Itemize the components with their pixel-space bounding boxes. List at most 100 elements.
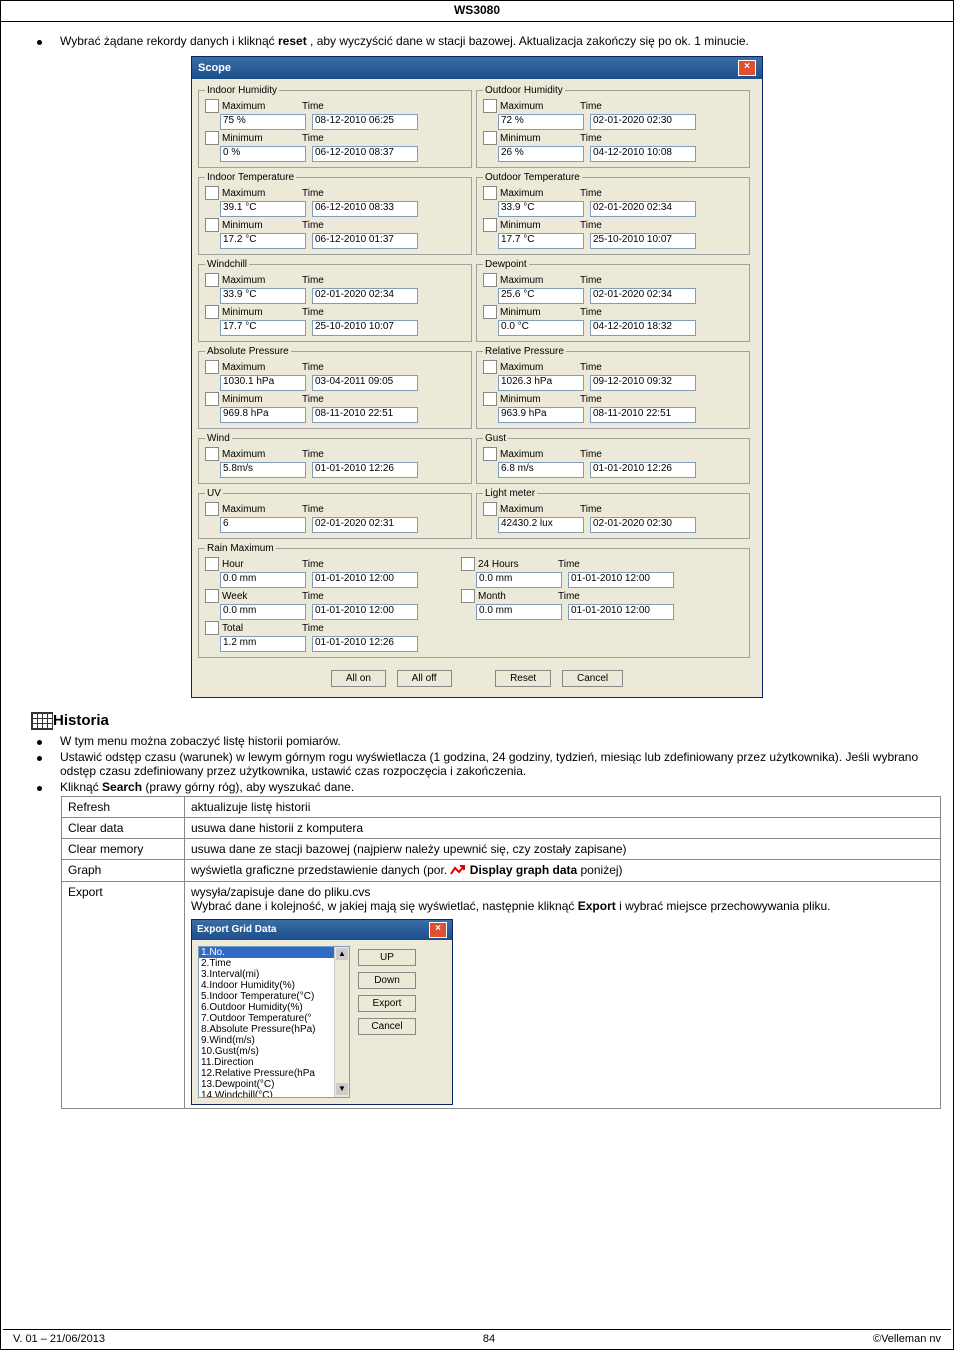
list-item[interactable]: 2.Time xyxy=(199,958,349,969)
scroll-up-icon[interactable]: ▲ xyxy=(336,948,348,960)
min-input[interactable]: 17.2 °C xyxy=(220,233,306,249)
time-input[interactable]: 08-11-2010 22:51 xyxy=(312,407,418,423)
time-input[interactable]: 06-12-2010 08:33 xyxy=(312,201,418,217)
scrollbar[interactable]: ▲ ▼ xyxy=(334,947,349,1097)
checkbox[interactable] xyxy=(205,392,219,406)
time-input[interactable]: 01-01-2010 12:26 xyxy=(312,462,418,478)
time-input[interactable]: 01-01-2010 12:00 xyxy=(568,572,674,588)
checkbox[interactable] xyxy=(461,589,475,603)
max-input[interactable]: 25.6 °C xyxy=(498,288,584,304)
max-input[interactable]: 75 % xyxy=(220,114,306,130)
list-item[interactable]: 7.Outdoor Temperature(° xyxy=(199,1013,349,1024)
time-input[interactable]: 01-01-2010 12:00 xyxy=(312,572,418,588)
allon-button[interactable]: All on xyxy=(331,670,386,687)
time-input[interactable]: 04-12-2010 18:32 xyxy=(590,320,696,336)
list-item[interactable]: 1.No. xyxy=(199,947,349,958)
checkbox[interactable] xyxy=(205,131,219,145)
checkbox[interactable] xyxy=(205,589,219,603)
checkbox[interactable] xyxy=(483,305,497,319)
checkbox[interactable] xyxy=(205,99,219,113)
export-listbox[interactable]: 1.No.2.Time3.Interval(mi)4.Indoor Humidi… xyxy=(198,946,350,1098)
time-input[interactable]: 25-10-2010 10:07 xyxy=(590,233,696,249)
checkbox[interactable] xyxy=(483,99,497,113)
checkbox[interactable] xyxy=(483,218,497,232)
time-input[interactable]: 02-01-2020 02:34 xyxy=(590,201,696,217)
list-item[interactable]: 5.Indoor Temperature(°C) xyxy=(199,991,349,1002)
down-button[interactable]: Down xyxy=(358,972,416,989)
checkbox[interactable] xyxy=(483,186,497,200)
time-input[interactable]: 03-04-2011 09:05 xyxy=(312,375,418,391)
checkbox[interactable] xyxy=(205,621,219,635)
time-input[interactable]: 04-12-2010 10:08 xyxy=(590,146,696,162)
max-input[interactable]: 42430.2 lux xyxy=(498,517,584,533)
max-input[interactable]: 72 % xyxy=(498,114,584,130)
min-input[interactable]: 0 % xyxy=(220,146,306,162)
list-item[interactable]: 10.Gust(m/s) xyxy=(199,1046,349,1057)
min-input[interactable]: 17.7 °C xyxy=(220,320,306,336)
time-input[interactable]: 02-01-2020 02:30 xyxy=(590,114,696,130)
time-input[interactable]: 02-01-2020 02:34 xyxy=(312,288,418,304)
time-input[interactable]: 06-12-2010 01:37 xyxy=(312,233,418,249)
max-input[interactable]: 6.8 m/s xyxy=(498,462,584,478)
checkbox[interactable] xyxy=(483,447,497,461)
max-input[interactable]: 33.9 °C xyxy=(498,201,584,217)
time-input[interactable]: 08-12-2010 06:25 xyxy=(312,114,418,130)
min-input[interactable]: 969.8 hPa xyxy=(220,407,306,423)
time-input[interactable]: 06-12-2010 08:37 xyxy=(312,146,418,162)
scroll-down-icon[interactable]: ▼ xyxy=(336,1083,348,1095)
checkbox[interactable] xyxy=(205,447,219,461)
min-input[interactable]: 26 % xyxy=(498,146,584,162)
time-input[interactable]: 08-11-2010 22:51 xyxy=(590,407,696,423)
reset-button[interactable]: Reset xyxy=(495,670,551,687)
list-item[interactable]: 4.Indoor Humidity(%) xyxy=(199,980,349,991)
checkbox[interactable] xyxy=(205,218,219,232)
checkbox[interactable] xyxy=(483,502,497,516)
list-item[interactable]: 8.Absolute Pressure(hPa) xyxy=(199,1024,349,1035)
time-input[interactable]: 01-01-2010 12:26 xyxy=(312,636,418,652)
time-input[interactable]: 01-01-2010 12:00 xyxy=(312,604,418,620)
list-item[interactable]: 6.Outdoor Humidity(%) xyxy=(199,1002,349,1013)
h24-input[interactable]: 0.0 mm xyxy=(476,572,562,588)
list-item[interactable]: 13.Dewpoint(°C) xyxy=(199,1079,349,1090)
checkbox[interactable] xyxy=(205,360,219,374)
min-input[interactable]: 17.7 °C xyxy=(498,233,584,249)
up-button[interactable]: UP xyxy=(358,949,416,966)
max-input[interactable]: 1026.3 hPa xyxy=(498,375,584,391)
min-input[interactable]: 0.0 °C xyxy=(498,320,584,336)
max-input[interactable]: 6 xyxy=(220,517,306,533)
checkbox[interactable] xyxy=(205,273,219,287)
checkbox[interactable] xyxy=(483,273,497,287)
checkbox[interactable] xyxy=(461,557,475,571)
time-input[interactable]: 02-01-2020 02:34 xyxy=(590,288,696,304)
time-input[interactable]: 09-12-2010 09:32 xyxy=(590,375,696,391)
list-item[interactable]: 12.Relative Pressure(hPa xyxy=(199,1068,349,1079)
min-input[interactable]: 963.9 hPa xyxy=(498,407,584,423)
cancel-button[interactable]: Cancel xyxy=(358,1018,416,1035)
hour-input[interactable]: 0.0 mm xyxy=(220,572,306,588)
cancel-button[interactable]: Cancel xyxy=(562,670,623,687)
list-item[interactable]: 3.Interval(mi) xyxy=(199,969,349,980)
close-icon[interactable]: × xyxy=(429,922,447,938)
list-item[interactable]: 14.Windchill(°C) xyxy=(199,1090,349,1098)
list-item[interactable]: 11.Direction xyxy=(199,1057,349,1068)
list-item[interactable]: 9.Wind(m/s) xyxy=(199,1035,349,1046)
checkbox[interactable] xyxy=(483,392,497,406)
time-input[interactable]: 25-10-2010 10:07 xyxy=(312,320,418,336)
total-input[interactable]: 1.2 mm xyxy=(220,636,306,652)
checkbox[interactable] xyxy=(205,186,219,200)
close-icon[interactable]: × xyxy=(738,60,756,76)
checkbox[interactable] xyxy=(483,360,497,374)
checkbox[interactable] xyxy=(205,305,219,319)
month-input[interactable]: 0.0 mm xyxy=(476,604,562,620)
time-input[interactable]: 02-01-2020 02:31 xyxy=(312,517,418,533)
max-input[interactable]: 33.9 °C xyxy=(220,288,306,304)
checkbox[interactable] xyxy=(483,131,497,145)
max-input[interactable]: 5.8m/s xyxy=(220,462,306,478)
checkbox[interactable] xyxy=(205,557,219,571)
time-input[interactable]: 01-01-2010 12:26 xyxy=(590,462,696,478)
checkbox[interactable] xyxy=(205,502,219,516)
time-input[interactable]: 01-01-2010 12:00 xyxy=(568,604,674,620)
time-input[interactable]: 02-01-2020 02:30 xyxy=(590,517,696,533)
max-input[interactable]: 1030.1 hPa xyxy=(220,375,306,391)
export-button[interactable]: Export xyxy=(358,995,416,1012)
